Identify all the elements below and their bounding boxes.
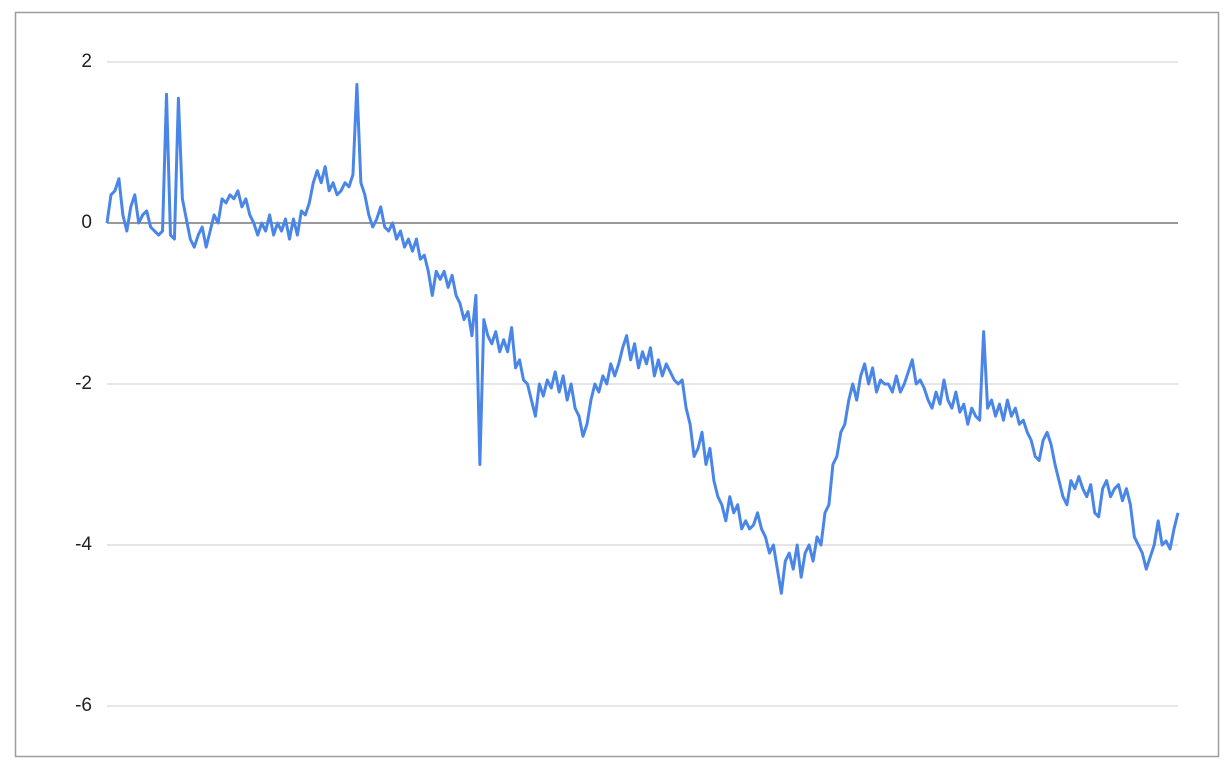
data-line bbox=[105, 83, 1180, 595]
y-tick-label: 0 bbox=[81, 212, 92, 233]
y-tick-label: -2 bbox=[75, 373, 92, 394]
y-tick-label: -4 bbox=[75, 534, 92, 555]
y-tick-label: -6 bbox=[75, 695, 92, 716]
y-tick-label: 2 bbox=[81, 51, 92, 72]
